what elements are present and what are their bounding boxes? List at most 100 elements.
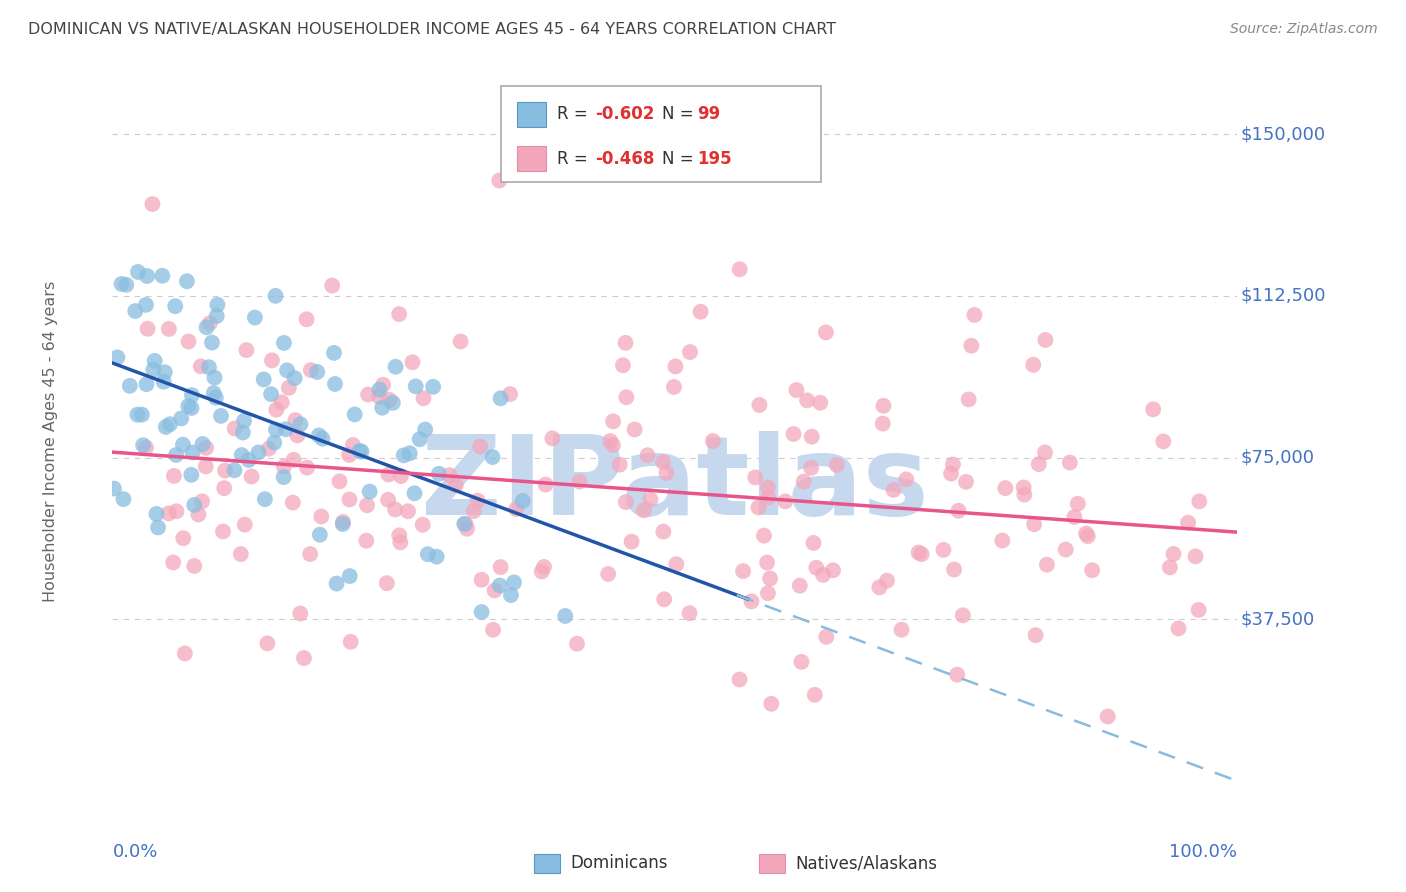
Point <box>957 392 980 407</box>
Point <box>132 438 155 452</box>
Point <box>257 442 280 456</box>
Point <box>127 265 149 279</box>
Point <box>187 508 209 522</box>
Point <box>499 387 522 401</box>
Point <box>759 572 782 586</box>
Text: $75,000: $75,000 <box>1240 449 1315 467</box>
Point <box>202 386 225 401</box>
Point <box>530 565 553 579</box>
Point <box>1014 488 1036 502</box>
Point <box>655 466 678 480</box>
Point <box>127 408 149 422</box>
Point <box>689 304 711 318</box>
Point <box>1184 549 1206 564</box>
Point <box>1167 622 1189 636</box>
Point <box>159 417 181 432</box>
Point <box>209 409 232 423</box>
Point <box>212 481 235 495</box>
Point <box>103 482 125 496</box>
Point <box>194 459 217 474</box>
Point <box>277 381 299 395</box>
Point <box>270 395 292 409</box>
Point <box>266 402 288 417</box>
Point <box>868 580 890 594</box>
Point <box>804 688 827 702</box>
Point <box>554 609 576 624</box>
Point <box>427 467 450 481</box>
Point <box>163 469 186 483</box>
Point <box>471 573 494 587</box>
Text: $112,500: $112,500 <box>1240 287 1326 305</box>
Point <box>665 558 688 572</box>
Point <box>224 463 246 477</box>
Point <box>907 545 929 559</box>
Point <box>637 448 659 462</box>
Point <box>155 420 177 434</box>
Point <box>652 524 675 539</box>
Point <box>652 455 675 469</box>
Text: Dominicans: Dominicans <box>571 855 668 872</box>
Point <box>456 522 478 536</box>
Point <box>191 437 214 451</box>
Point <box>388 307 411 321</box>
Point <box>283 453 305 467</box>
Point <box>143 354 166 368</box>
Text: $150,000: $150,000 <box>1240 125 1326 144</box>
Point <box>534 477 557 491</box>
Point <box>290 607 312 621</box>
Point <box>204 391 226 405</box>
Point <box>260 387 283 401</box>
Point <box>165 448 187 462</box>
Point <box>384 502 406 516</box>
Point <box>1081 563 1104 577</box>
Point <box>256 636 278 650</box>
Point <box>1012 480 1035 494</box>
Point <box>1033 445 1056 459</box>
Point <box>307 365 329 379</box>
Point <box>308 428 330 442</box>
Point <box>444 478 467 492</box>
Point <box>1177 516 1199 530</box>
Point <box>609 458 631 472</box>
Text: 99: 99 <box>697 105 721 123</box>
Point <box>356 533 378 548</box>
Point <box>1063 510 1085 524</box>
Point <box>482 623 505 637</box>
Point <box>135 298 157 312</box>
Point <box>1142 402 1164 417</box>
Point <box>321 278 343 293</box>
Point <box>166 504 188 518</box>
Point <box>323 346 346 360</box>
Text: R =: R = <box>557 105 593 123</box>
Point <box>454 517 477 532</box>
Point <box>1036 558 1059 572</box>
Point <box>662 380 685 394</box>
Point <box>204 370 226 384</box>
Point <box>872 399 894 413</box>
Point <box>136 322 159 336</box>
Point <box>825 458 848 472</box>
Point <box>146 520 169 534</box>
Point <box>350 444 373 458</box>
Point <box>614 335 637 350</box>
Point <box>311 432 333 446</box>
Point <box>173 647 195 661</box>
Point <box>284 371 307 385</box>
Point <box>773 494 796 508</box>
Point <box>678 606 700 620</box>
Point <box>328 475 350 489</box>
Point <box>806 560 828 574</box>
Point <box>481 450 503 464</box>
Point <box>290 417 312 432</box>
Point <box>756 586 779 600</box>
Point <box>287 428 309 442</box>
Point <box>172 437 194 451</box>
Point <box>484 583 506 598</box>
Point <box>872 417 894 431</box>
Point <box>191 494 214 508</box>
Point <box>821 563 844 577</box>
Point <box>384 359 406 374</box>
Point <box>135 377 157 392</box>
Point <box>439 468 461 483</box>
Point <box>785 383 807 397</box>
